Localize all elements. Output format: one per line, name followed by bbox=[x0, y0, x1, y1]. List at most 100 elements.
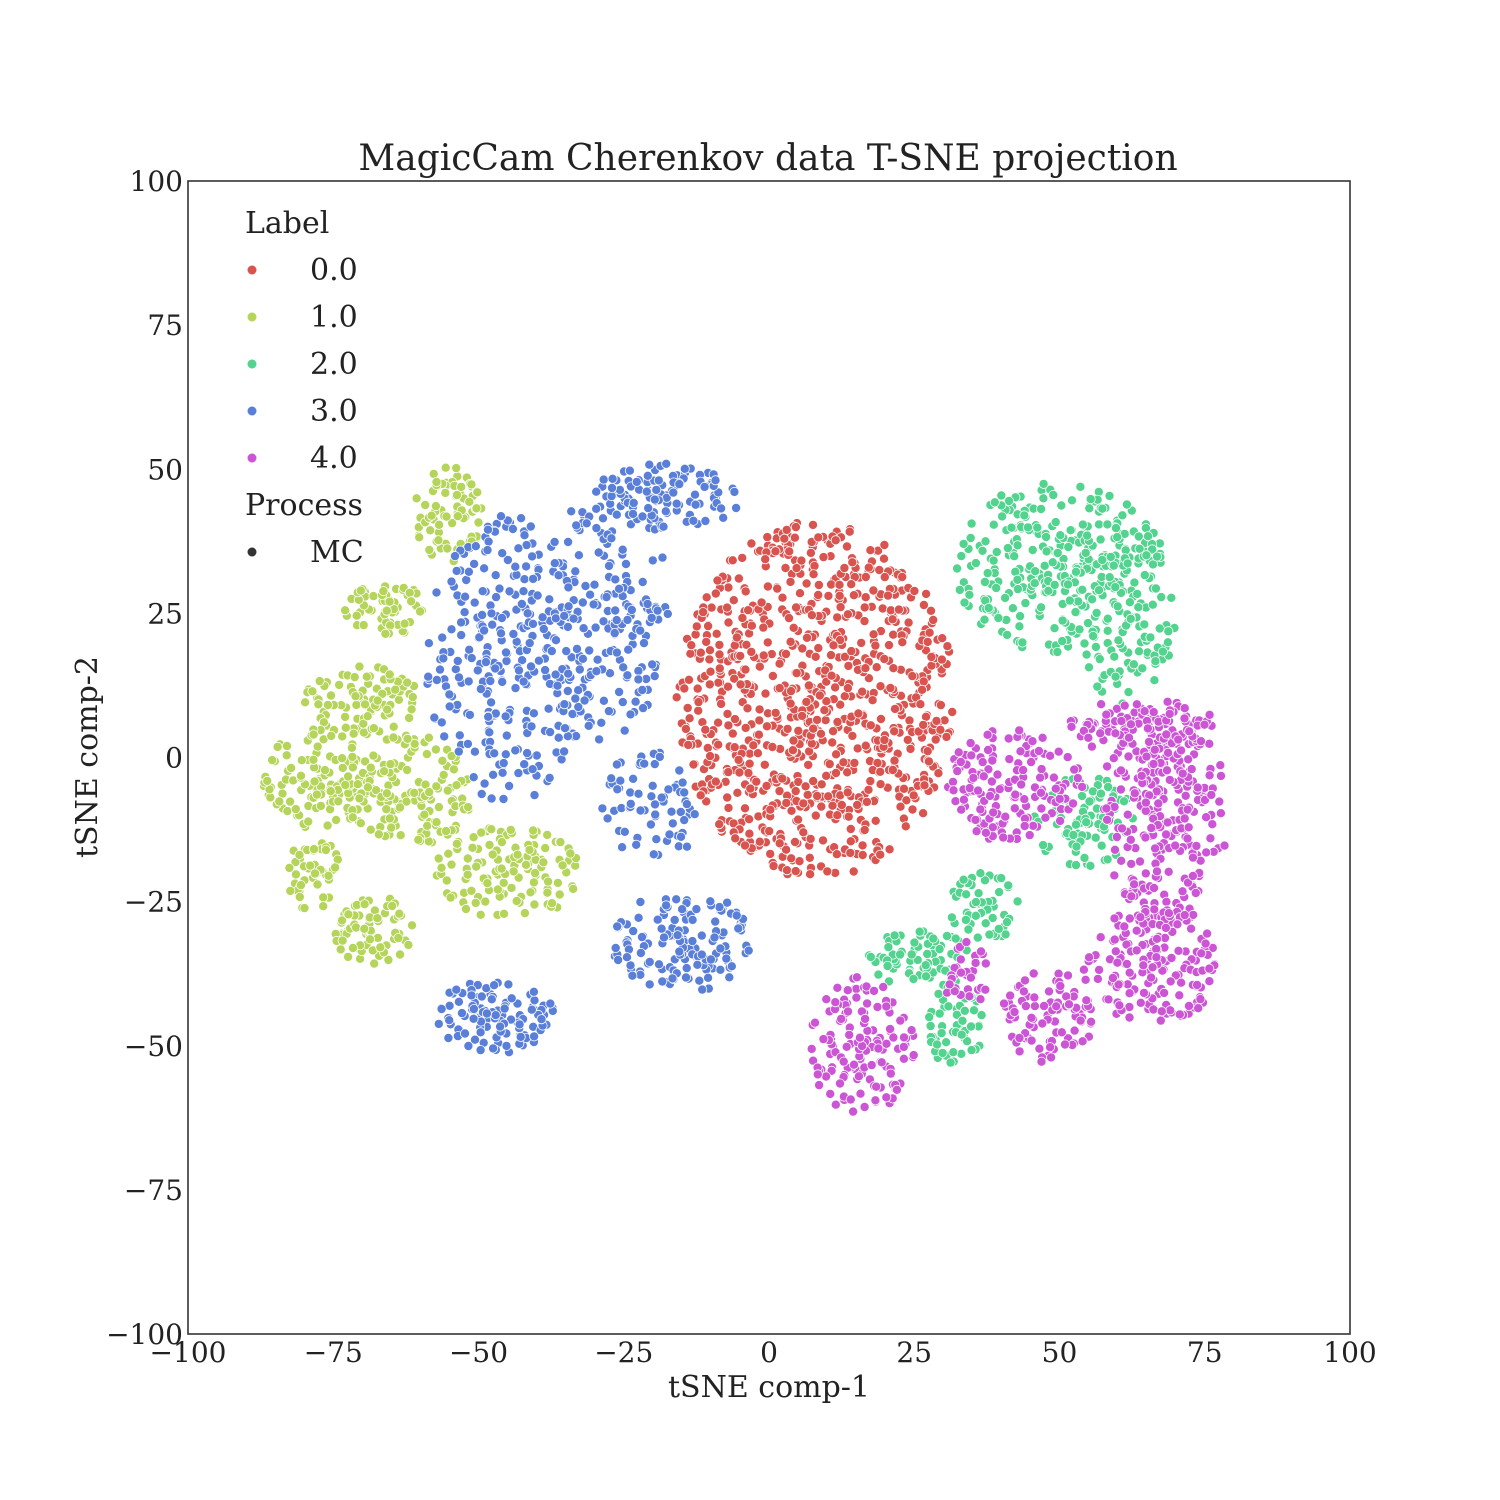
scatter-point bbox=[784, 546, 795, 557]
scatter-point bbox=[284, 862, 295, 873]
scatter-point bbox=[1024, 830, 1035, 841]
scatter-point bbox=[1026, 1012, 1037, 1023]
scatter-point bbox=[740, 722, 751, 733]
scatter-point bbox=[653, 475, 664, 486]
scatter-point bbox=[579, 695, 590, 706]
scatter-point bbox=[615, 775, 626, 786]
scatter-point bbox=[635, 897, 646, 908]
scatter-point bbox=[1000, 811, 1011, 822]
scatter-point bbox=[1148, 559, 1159, 570]
scatter-point bbox=[446, 859, 457, 870]
scatter-point bbox=[691, 904, 702, 915]
scatter-point bbox=[469, 1034, 480, 1045]
scatter-point bbox=[346, 742, 357, 753]
scatter-point bbox=[909, 586, 920, 597]
scatter-point bbox=[788, 735, 799, 746]
scatter-point bbox=[1112, 601, 1123, 612]
scatter-point bbox=[1140, 868, 1151, 879]
scatter-point bbox=[402, 733, 413, 744]
scatter-point bbox=[859, 602, 870, 613]
scatter-point bbox=[528, 708, 539, 719]
scatter-point bbox=[830, 535, 841, 546]
scatter-point bbox=[1090, 832, 1101, 843]
scatter-point bbox=[369, 958, 380, 969]
scatter-point bbox=[407, 692, 418, 703]
scatter-point bbox=[781, 649, 792, 660]
scatter-point bbox=[621, 559, 632, 570]
scatter-point bbox=[479, 625, 490, 636]
scatter-point bbox=[462, 738, 473, 749]
scatter-point bbox=[421, 749, 432, 760]
scatter-point bbox=[436, 1004, 447, 1015]
scatter-point bbox=[1079, 852, 1090, 863]
scatter-point bbox=[320, 845, 331, 856]
scatter-point bbox=[700, 724, 711, 735]
scatter-point bbox=[610, 605, 621, 616]
scatter-point bbox=[664, 829, 675, 840]
scatter-point bbox=[994, 784, 1005, 795]
y-tick-label: −50 bbox=[124, 1030, 183, 1063]
scatter-point bbox=[918, 719, 929, 730]
scatter-point bbox=[528, 877, 539, 888]
scatter-point bbox=[1137, 663, 1148, 674]
scatter-point bbox=[805, 869, 816, 880]
scatter-point bbox=[1071, 819, 1082, 830]
scatter-point bbox=[506, 993, 517, 1004]
scatter-point bbox=[1067, 495, 1078, 506]
scatter-point bbox=[946, 912, 957, 923]
scatter-point bbox=[1102, 613, 1113, 624]
scatter-point bbox=[774, 786, 785, 797]
scatter-point bbox=[663, 784, 674, 795]
scatter-point bbox=[525, 887, 536, 898]
scatter-point bbox=[566, 506, 577, 517]
scatter-point bbox=[490, 570, 501, 581]
scatter-point bbox=[758, 622, 769, 633]
scatter-point bbox=[1163, 908, 1174, 919]
scatter-point bbox=[459, 1028, 470, 1039]
scatter-point bbox=[440, 462, 451, 473]
scatter-point bbox=[784, 613, 795, 624]
scatter-point bbox=[948, 1047, 959, 1058]
scatter-point bbox=[813, 532, 824, 543]
scatter-point bbox=[536, 1014, 547, 1025]
scatter-point bbox=[642, 599, 653, 610]
scatter-point bbox=[923, 756, 934, 767]
scatter-point bbox=[637, 511, 648, 522]
scatter-point bbox=[810, 1017, 821, 1028]
scatter-point bbox=[889, 930, 900, 941]
scatter-point bbox=[652, 605, 663, 616]
scatter-point bbox=[767, 671, 778, 682]
scatter-point bbox=[652, 914, 663, 925]
scatter-point bbox=[780, 563, 791, 574]
scatter-point bbox=[965, 533, 976, 544]
scatter-point bbox=[959, 1005, 970, 1016]
scatter-point bbox=[1082, 530, 1093, 541]
scatter-point bbox=[314, 676, 325, 687]
scatter-point bbox=[444, 1015, 455, 1026]
scatter-point bbox=[1102, 854, 1113, 865]
scatter-point bbox=[1126, 891, 1137, 902]
scatter-point bbox=[1201, 812, 1212, 823]
scatter-point bbox=[992, 769, 1003, 780]
scatter-point bbox=[1081, 995, 1092, 1006]
scatter-point bbox=[1150, 656, 1161, 667]
scatter-point bbox=[797, 710, 808, 721]
scatter-point bbox=[765, 848, 776, 859]
scatter-point bbox=[533, 655, 544, 666]
scatter-point bbox=[654, 751, 665, 762]
scatter-point bbox=[909, 937, 920, 948]
scatter-point bbox=[347, 762, 358, 773]
scatter-point bbox=[508, 629, 519, 640]
scatter-point bbox=[512, 849, 523, 860]
scatter-point bbox=[453, 672, 464, 683]
scatter-point bbox=[1126, 858, 1137, 869]
scatter-point bbox=[468, 832, 479, 843]
scatter-point bbox=[646, 612, 657, 623]
scatter-point bbox=[728, 595, 739, 606]
scatter-point bbox=[347, 943, 358, 954]
scatter-point bbox=[1032, 522, 1043, 533]
scatter-point bbox=[1101, 803, 1112, 814]
scatter-point bbox=[1140, 523, 1151, 534]
scatter-point bbox=[1073, 596, 1084, 607]
scatter-point bbox=[818, 552, 829, 563]
